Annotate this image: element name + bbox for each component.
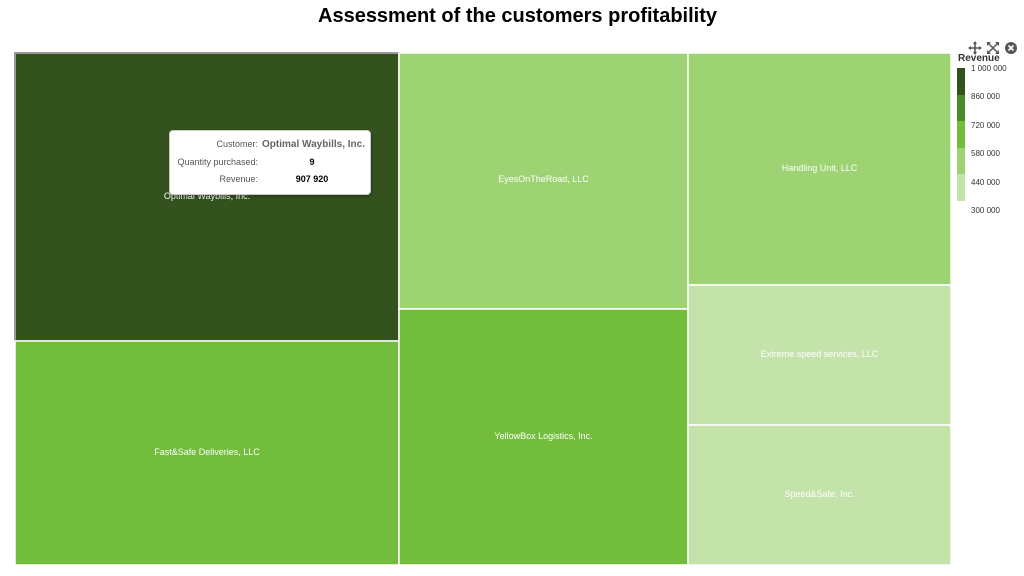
treemap-cell[interactable] <box>687 52 952 286</box>
treemap-cell-label: Handling Unit, LLC <box>782 163 858 173</box>
legend-swatch <box>957 174 965 201</box>
legend-title: Revenue <box>958 53 1000 64</box>
legend-tick-label: 440 000 <box>971 177 1000 187</box>
legend-swatch <box>957 94 965 121</box>
tooltip-revenue-label: Revenue: <box>219 174 258 184</box>
fullscreen-icon[interactable] <box>986 41 1000 55</box>
legend-tick-label: 1 000 000 <box>971 64 1007 73</box>
treemap-cell-label: EyesOnTheRoad, LLC <box>498 174 589 184</box>
treemap-cell-label: Optimal Waybills, Inc. <box>164 191 250 201</box>
tooltip-row-revenue: Revenue: 907 920 <box>170 174 370 190</box>
pan-icon[interactable] <box>968 41 982 55</box>
treemap-cell[interactable] <box>687 284 952 426</box>
tooltip-quantity-label: Quantity purchased: <box>177 157 258 167</box>
treemap-cell-label: Fast&Safe Deliveries, LLC <box>154 447 260 457</box>
tooltip-quantity-value: 9 <box>309 157 315 167</box>
legend-tick-label: 860 000 <box>971 92 1000 102</box>
tooltip-row-customer: Customer: Optimal Waybills, Inc. <box>170 139 370 155</box>
tooltip-row-quantity: Quantity purchased: 9 <box>170 157 370 173</box>
chart-title: Assessment of the customers profitabilit… <box>318 5 717 27</box>
treemap-cell[interactable] <box>398 52 689 310</box>
treemap-cell-label: YellowBox Logistics, Inc. <box>494 431 592 441</box>
tooltip: Customer: Optimal Waybills, Inc. Quantit… <box>169 130 371 195</box>
treemap-cell-label: Speed&Safe, Inc. <box>784 489 854 499</box>
legend-swatch <box>957 68 965 95</box>
legend-swatch <box>957 147 965 174</box>
legend-tick-label: 580 000 <box>971 149 1000 159</box>
treemap-cell[interactable] <box>14 340 400 566</box>
tooltip-customer-label: Customer: <box>216 139 258 149</box>
close-icon[interactable] <box>1004 41 1018 55</box>
legend-swatch <box>957 121 965 148</box>
treemap-cell[interactable] <box>687 424 952 566</box>
legend-tick-label: 720 000 <box>971 120 1000 130</box>
treemap-cell[interactable] <box>398 308 689 566</box>
legend-tick-label: 300 000 <box>971 206 1000 215</box>
tooltip-customer-value: Optimal Waybills, Inc. <box>262 139 365 150</box>
tooltip-revenue-value: 907 920 <box>295 174 329 184</box>
treemap-cell-label: Extreme speed services, LLC <box>761 349 879 359</box>
